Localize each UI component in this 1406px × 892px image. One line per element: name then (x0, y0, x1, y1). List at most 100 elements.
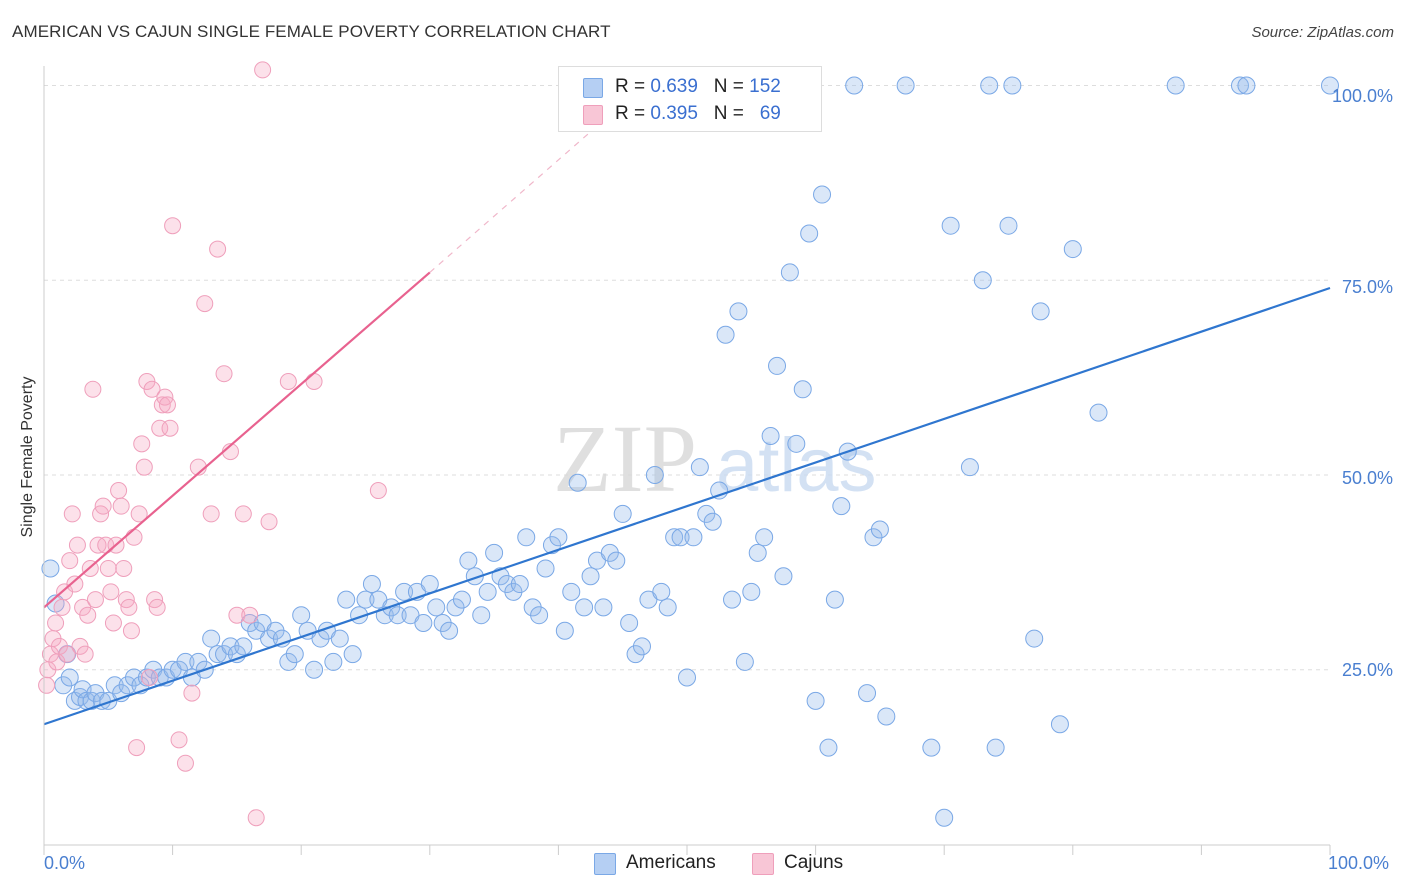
american-point-100 (665, 528, 684, 547)
y-tick-label-75: 75.0% (1341, 277, 1393, 297)
american-point-129 (858, 684, 877, 703)
american-point-118 (780, 263, 799, 282)
american-point-102 (678, 668, 696, 687)
x-tick-label-0: 0.0% (44, 853, 86, 873)
american-point-4 (60, 668, 79, 687)
american-point-108 (716, 325, 735, 344)
grid-lines (44, 84, 1330, 671)
cajun-point-42 (143, 380, 161, 398)
american-point-70 (472, 606, 491, 625)
cajun-point-66 (279, 372, 297, 390)
american-point-77 (517, 528, 536, 547)
cajun-points (38, 61, 387, 827)
american-point-49 (337, 590, 356, 609)
american-point-99 (658, 598, 677, 617)
american-point-112 (742, 582, 761, 601)
cajun-point-68 (369, 482, 387, 500)
american-point-145 (1050, 715, 1069, 734)
american-point-87 (581, 567, 600, 586)
cajun-point-62 (241, 606, 259, 624)
american-point-113 (748, 543, 767, 562)
cajuns-swatch (583, 105, 603, 125)
american-point-141 (999, 216, 1018, 235)
american-point-150 (1237, 76, 1256, 95)
legend-n-value-cajuns: 69 (759, 103, 781, 124)
cajun-point-4 (47, 614, 65, 632)
american-points (41, 76, 1339, 827)
legend-text-americans: R = 0.639 N = 152 (615, 76, 781, 98)
american-point-134 (922, 738, 941, 757)
cajun-point-19 (84, 380, 102, 398)
cajun-point-52 (176, 754, 194, 772)
american-point-24 (176, 652, 195, 671)
cajun-point-60 (228, 606, 246, 624)
cajun-point-33 (120, 598, 138, 616)
cajun-point-53 (183, 684, 201, 702)
american-point-146 (1063, 240, 1082, 259)
cajun-point-58 (215, 365, 233, 383)
american-point-138 (973, 271, 992, 290)
cajun-point-45 (151, 419, 169, 437)
cajun-point-56 (202, 505, 220, 523)
cajun-point-17 (79, 606, 97, 624)
cajun-point-38 (133, 435, 151, 453)
american-point-41 (285, 645, 304, 664)
trend-lines (43, 69, 1331, 726)
y-tick-label-50: 50.0% (1341, 468, 1393, 488)
american-point-85 (568, 473, 587, 492)
american-point-28 (202, 629, 221, 648)
american-point-140 (986, 738, 1005, 757)
cajun-point-25 (99, 559, 117, 577)
american-point-86 (575, 598, 594, 617)
american-point-91 (607, 551, 626, 570)
american-point-133 (896, 76, 915, 95)
cajun-point-0 (38, 676, 56, 694)
american-point-89 (594, 598, 613, 617)
american-point-95 (632, 637, 651, 656)
american-point-136 (941, 216, 960, 235)
cajun-point-65 (260, 513, 278, 531)
american-point-0 (41, 559, 60, 578)
american-point-52 (356, 590, 375, 609)
legend-r-label: R = (615, 103, 646, 124)
american-point-124 (819, 738, 838, 757)
american-point-151 (1321, 76, 1339, 95)
american-point-149 (1230, 76, 1249, 95)
y-tick-label-25: 25.0% (1341, 660, 1393, 680)
american-point-135 (935, 808, 954, 827)
cajun-point-67 (305, 372, 323, 390)
american-point-119 (787, 434, 806, 453)
cajun-point-13 (68, 536, 86, 554)
american-point-44 (305, 660, 324, 679)
cajun-point-11 (63, 505, 81, 523)
american-point-53 (362, 575, 381, 594)
american-point-68 (459, 551, 478, 570)
american-point-143 (1025, 629, 1044, 648)
cajun-point-16 (76, 645, 94, 663)
cajun-point-44 (148, 598, 166, 616)
american-point-83 (555, 621, 574, 640)
cajun-point-27 (104, 614, 122, 632)
american-point-47 (324, 652, 343, 671)
cajun-point-30 (112, 497, 130, 515)
american-point-97 (645, 465, 664, 484)
american-point-110 (729, 302, 748, 321)
american-point-98 (652, 582, 671, 601)
american-point-62 (420, 575, 439, 594)
legend-r-value-cajuns: 0.395 (650, 103, 698, 124)
american-point-84 (562, 582, 581, 601)
american-point-33 (234, 637, 253, 656)
american-point-126 (832, 497, 851, 516)
american-point-101 (671, 528, 690, 547)
cajun-point-34 (122, 622, 140, 640)
legend-n-label: N = (713, 103, 744, 124)
cajun-point-7 (53, 598, 71, 616)
american-point-123 (813, 185, 832, 204)
american-point-116 (768, 356, 787, 375)
american-point-121 (800, 224, 819, 243)
cajun-point-41 (140, 669, 158, 687)
x-tick-label-100: 100.0% (1328, 853, 1390, 873)
american-point-120 (793, 380, 812, 399)
american-point-71 (478, 582, 497, 601)
american-point-103 (684, 528, 703, 547)
